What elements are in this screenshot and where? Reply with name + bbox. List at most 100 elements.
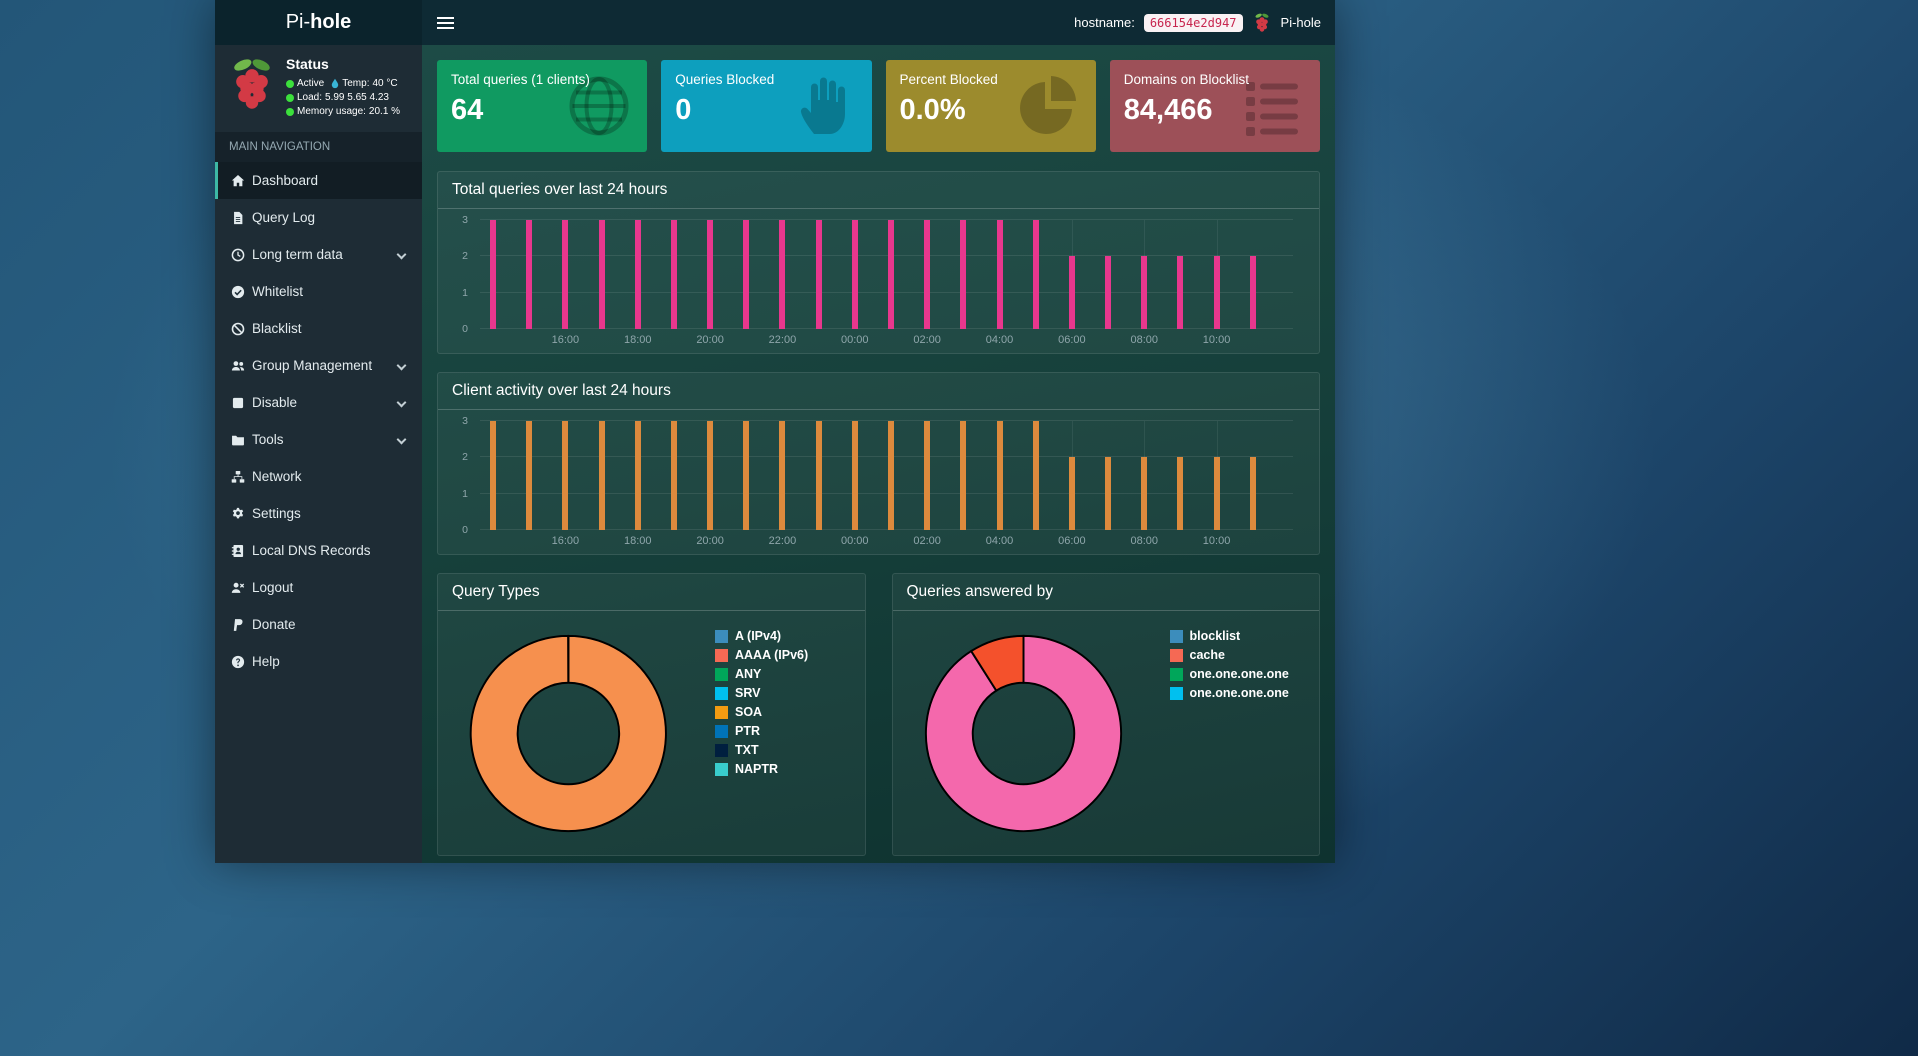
sidebar-item-label: Long term data (252, 247, 343, 262)
pihole-logo (225, 55, 279, 115)
gridline-horizontal (480, 255, 1293, 257)
client-activity-chart[interactable]: 0 1 2 3 16:00 18:00 20:00 22:00 00:00 02:00 04:00 0… (452, 415, 1305, 549)
legend-item[interactable]: one.one.one.one (1169, 686, 1289, 700)
legend-swatch (1169, 667, 1183, 681)
legend-item[interactable]: AAAA (IPv6) (715, 648, 808, 662)
status-info: Status Active Temp: 40 °C Load: 5.99 5.6… (286, 55, 400, 120)
chart-bar (1068, 256, 1075, 329)
sidebar-item-label: Network (252, 469, 302, 484)
sidebar-item[interactable]: Tools (215, 421, 422, 458)
panel-body: blocklist cache one.one.one.one (893, 611, 1320, 844)
legend-item[interactable]: TXT (715, 743, 808, 757)
legend-item[interactable]: ANY (715, 667, 808, 681)
sidebar-item-icon (231, 655, 252, 669)
chart-bar (490, 421, 496, 530)
sidebar-toggle-button[interactable] (422, 0, 468, 45)
queries-answered-by-donut[interactable] (921, 631, 1126, 836)
sidebar-item[interactable]: Logout (215, 569, 422, 606)
legend-label: NAPTR (735, 762, 779, 776)
x-axis-tick: 02:00 (913, 334, 941, 346)
sidebar-item[interactable]: Local DNS Records (215, 532, 422, 569)
x-axis-tick: 20:00 (696, 334, 724, 346)
chart-bar (562, 220, 569, 329)
y-axis-tick: 0 (462, 323, 468, 335)
chart-bar (779, 220, 786, 329)
main-content: Total queries (1 clients) 64 Queries Blo… (422, 45, 1335, 863)
sidebar-item[interactable]: Query Log (215, 199, 422, 236)
sidebar-item[interactable]: Whitelist (215, 273, 422, 310)
legend-item[interactable]: SOA (715, 705, 808, 719)
chart-bar (1177, 256, 1184, 329)
legend-item[interactable]: A (IPv4) (715, 629, 808, 643)
legend-item[interactable]: NAPTR (715, 762, 808, 776)
donut-slice-SOA[interactable] (469, 634, 667, 833)
temp-label: Temp: (342, 78, 370, 89)
donut-slice-one.one.one.one[interactable] (924, 634, 1122, 833)
panel-body: 0 1 2 3 16:00 18:00 20:00 22:00 00:00 02:00 04:00 0… (438, 209, 1319, 354)
sidebar-item-icon (231, 581, 252, 595)
legend-item[interactable]: SRV (715, 686, 808, 700)
sidebar-item[interactable]: Network (215, 458, 422, 495)
y-axis-tick: 3 (462, 214, 468, 226)
sidebar-item-label: Blacklist (252, 321, 302, 336)
x-axis-tick: 04:00 (985, 535, 1014, 547)
chart-bar (1105, 457, 1112, 530)
chart-bar (851, 421, 858, 530)
sidebar-item[interactable]: Dashboard (215, 162, 422, 199)
sidebar-item[interactable]: Group Management (215, 347, 422, 384)
pihole-app-window: Pi-hole hostname: 666154e2d947 Pi-hole S… (215, 0, 1335, 863)
chart-bar (960, 421, 967, 530)
legend-item[interactable]: PTR (715, 724, 808, 738)
chart-bar (924, 220, 931, 329)
nav-section-header: MAIN NAVIGATION (215, 132, 422, 162)
donut-slice-cache[interactable] (969, 634, 1024, 692)
x-axis-tick: 22:00 (768, 334, 797, 346)
stat-card-icon (792, 74, 856, 138)
stat-card-title: Domains on Blocklist (1123, 72, 1250, 87)
chart-bar (887, 421, 894, 530)
stat-card-icon (1240, 74, 1304, 138)
chart-bar (598, 220, 605, 329)
temperature-icon (331, 78, 339, 89)
sidebar-item[interactable]: Long term data (215, 236, 422, 273)
legend-item[interactable]: cache (1169, 648, 1289, 662)
y-axis-tick: 0 (462, 524, 468, 536)
status-panel: Status Active Temp: 40 °C Load: 5.99 5.6… (215, 45, 422, 132)
sidebar-item[interactable]: Settings (215, 495, 422, 532)
x-axis-tick: 16:00 (551, 535, 580, 547)
stat-card-title: Total queries (1 clients) (451, 72, 590, 87)
chart-bar (634, 220, 641, 329)
total-queries-chart[interactable]: 0 1 2 3 16:00 18:00 20:00 22:00 00:00 02:00 04:00 0… (452, 214, 1305, 348)
sidebar-item-icon (231, 507, 252, 521)
chart-bar (1141, 457, 1148, 530)
stat-card-icon (1016, 74, 1080, 138)
legend-label: cache (1189, 648, 1225, 662)
chart-bar (1105, 256, 1112, 329)
chart-bar (707, 421, 714, 530)
chart-bar (1141, 256, 1148, 329)
sidebar-item-label: Group Management (252, 358, 373, 373)
sidebar-item[interactable]: Help (215, 643, 422, 680)
account-menu[interactable]: Pi-hole (1280, 15, 1321, 30)
brand-logo[interactable]: Pi-hole (215, 0, 422, 45)
query-types-donut[interactable] (466, 631, 671, 836)
legend-item[interactable]: one.one.one.one (1169, 667, 1289, 681)
bottom-panels-row: Query Types A (IPv4) (437, 573, 1320, 856)
x-axis-tick: 00:00 (841, 535, 869, 547)
sidebar-item-label: Tools (252, 432, 284, 447)
sidebar-item[interactable]: Donate (215, 606, 422, 643)
chart-y-axis: 0 1 2 3 (452, 415, 474, 536)
x-axis-tick: 18:00 (623, 535, 652, 547)
legend-item[interactable]: blocklist (1169, 629, 1289, 643)
sidebar-item[interactable]: Blacklist (215, 310, 422, 347)
queries-answered-by-legend: blocklist cache one.one.one.one (1169, 629, 1289, 705)
x-axis-tick: 06:00 (1058, 334, 1086, 346)
sidebar-item[interactable]: Disable (215, 384, 422, 421)
sidebar-item-label: Dashboard (252, 173, 319, 188)
x-axis-tick: 06:00 (1058, 535, 1086, 547)
brand-text-light: Pi- (285, 11, 311, 33)
panel-header: Queries answered by (892, 574, 1319, 611)
stat-card-value: 64 (451, 94, 484, 126)
sidebar-item-icon (231, 359, 252, 373)
panel-title: Total queries over last 24 hours (452, 181, 668, 198)
